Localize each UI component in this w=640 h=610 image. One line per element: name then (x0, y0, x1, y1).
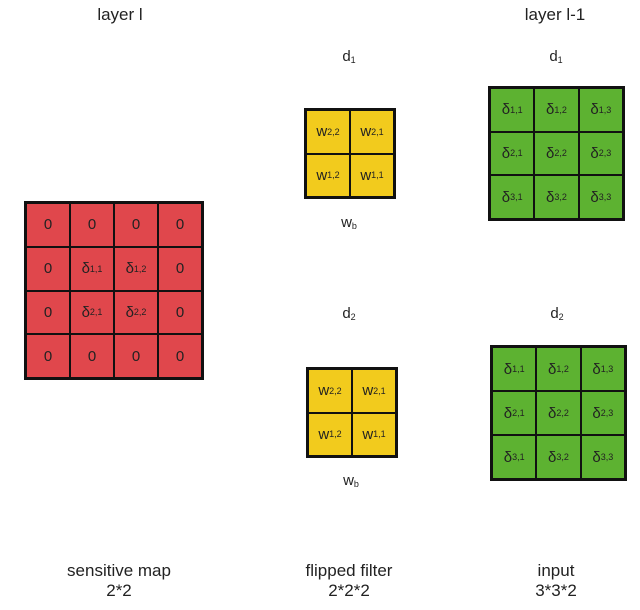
filter-2-label: wb (343, 472, 359, 489)
input-grid-1: δ 1,1 δ 1,2 δ 1,3 δ 2,1 δ 2,2 δ 2,3 δ 3,1 δ 3,2 δ 3,3 (488, 86, 625, 221)
input-cell: δ 2,2 (536, 391, 581, 435)
input-cell: δ 3,2 (534, 175, 579, 219)
input-cell: δ 1,2 (536, 347, 581, 391)
sensitive-map-cell: 0 (70, 203, 114, 247)
sensitive-map-dims: 2*2 (106, 581, 132, 600)
input-cell: δ 2,3 (578, 131, 623, 176)
flipped-filter-cell: w 2,1 (352, 369, 396, 413)
flipped-filter-cell: w 1,2 (308, 412, 352, 456)
flipped-filter-cell: w 2,2 (306, 110, 350, 154)
input-cell: δ 2,2 (534, 131, 579, 176)
flipped-filter-cell: w 1,1 (352, 412, 396, 456)
input-cell: δ 2,1 (490, 131, 535, 176)
layer-l-header: layer l (97, 5, 143, 24)
flipped-filter-grid-2: w 2,2 w 2,1 w 1,2 w 1,1 (306, 367, 398, 458)
input-cell: δ 2,3 (580, 391, 625, 435)
flipped-filter-cell: w 1,2 (306, 153, 350, 197)
filter-channel-2-label: d2 (342, 305, 356, 322)
sensitive-map-cell: 0 (158, 203, 202, 247)
flipped-filter-dims: 2*2*2 (328, 581, 370, 600)
sensitive-map-cell: δ 1,1 (70, 246, 114, 291)
input-cell: δ 1,2 (534, 88, 579, 132)
input-cell: δ 1,3 (578, 88, 623, 132)
input-cell: δ 1,1 (492, 347, 537, 391)
sensitive-map-cell: 0 (114, 203, 158, 247)
input-cell: δ 3,2 (536, 435, 581, 479)
input-grid-2: δ 1,1 δ 1,2 δ 1,3 δ 2,1 δ 2,2 δ 2,3 δ 3,1 δ 3,2 δ 3,3 (490, 345, 627, 481)
flipped-filter-cell: w 1,1 (350, 153, 394, 197)
sensitive-map-title: sensitive map (67, 561, 171, 580)
sensitive-map-grid: 0 0 0 0 0 δ 1,1 δ 1,2 0 0 δ 2,1 δ 2,2 0 0 0 0 0 (24, 201, 204, 380)
sensitive-map-caption: sensitive map 2*2 (67, 561, 171, 601)
input-dims: 3*3*2 (535, 581, 577, 600)
flipped-filter-grid-1: w 2,2 w 2,1 w 1,2 w 1,1 (304, 108, 396, 199)
input-cell: δ 1,3 (580, 347, 625, 391)
input-cell: δ 3,1 (490, 175, 535, 219)
sensitive-map-cell: 0 (26, 290, 70, 335)
input-channel-1-label: d1 (549, 48, 563, 65)
flipped-filter-caption: flipped filter 2*2*2 (306, 561, 393, 601)
input-caption: input 3*3*2 (535, 561, 577, 601)
flipped-filter-cell: w 2,2 (308, 369, 352, 413)
sensitive-map-cell: 0 (26, 203, 70, 247)
filter-channel-1-label: d1 (342, 48, 356, 65)
sensitive-map-cell: δ 2,2 (114, 290, 158, 335)
sensitive-map-cell: δ 1,2 (114, 246, 158, 291)
input-title: input (537, 561, 575, 580)
sensitive-map-cell: 0 (26, 334, 70, 378)
layer-l-minus-1-header: layer l-1 (524, 5, 586, 24)
input-channel-2-label: d2 (550, 305, 564, 322)
sensitive-map-cell: 0 (26, 246, 70, 291)
sensitive-map-cell: 0 (114, 334, 158, 378)
sensitive-map-cell: 0 (158, 290, 202, 335)
input-cell: δ 3,1 (492, 435, 537, 479)
input-cell: δ 2,1 (492, 391, 537, 435)
filter-1-label: wb (341, 214, 357, 231)
input-cell: δ 3,3 (580, 435, 625, 479)
input-cell: δ 3,3 (578, 175, 623, 219)
flipped-filter-cell: w 2,1 (350, 110, 394, 154)
input-cell: δ 1,1 (490, 88, 535, 132)
sensitive-map-cell: δ 2,1 (70, 290, 114, 335)
sensitive-map-cell: 0 (70, 334, 114, 378)
sensitive-map-cell: 0 (158, 334, 202, 378)
flipped-filter-title: flipped filter (305, 561, 393, 580)
sensitive-map-cell: 0 (158, 246, 202, 291)
